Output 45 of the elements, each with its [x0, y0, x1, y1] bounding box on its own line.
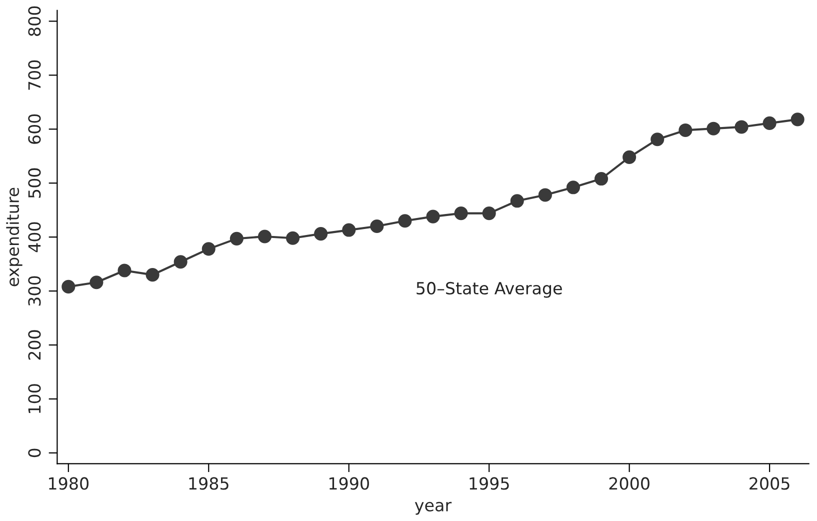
point [678, 123, 692, 137]
x-tick-label: 2000 [609, 477, 650, 490]
point [230, 232, 244, 246]
point [706, 122, 720, 136]
point [790, 112, 804, 126]
y-tick-label: 200 [28, 330, 41, 360]
point [370, 219, 384, 234]
point [734, 120, 748, 134]
y-tick-label: 100 [28, 384, 41, 414]
x-tick-label: 1990 [329, 477, 369, 490]
x-tick-label: 2005 [750, 477, 790, 490]
point [118, 264, 132, 278]
y-tick-label: 600 [28, 114, 41, 144]
point [342, 223, 356, 237]
point [426, 210, 440, 224]
point [650, 132, 664, 146]
x-tick-label: 1980 [49, 477, 89, 490]
point [454, 206, 468, 220]
point [202, 242, 216, 256]
x-tick-label: 1985 [189, 477, 228, 490]
point [566, 180, 580, 194]
point [622, 150, 636, 164]
point [538, 188, 552, 202]
y-tick-label: 500 [28, 168, 41, 198]
y-tick-label: 700 [28, 60, 41, 90]
point [398, 214, 412, 228]
y-axis-title: expenditure [6, 188, 22, 286]
point [594, 172, 608, 186]
text: 50–State Average [416, 282, 562, 298]
point [510, 194, 524, 208]
x-tick-label: 1995 [470, 477, 509, 490]
y-tick-label: 800 [28, 6, 41, 36]
point [174, 255, 188, 269]
point [286, 231, 300, 245]
point [762, 116, 776, 130]
y-tick-label: 0 [28, 448, 41, 458]
point [482, 206, 496, 220]
y-tick-label: 400 [28, 222, 41, 252]
point [258, 230, 272, 244]
point [90, 276, 104, 290]
point [62, 280, 76, 294]
point [146, 268, 160, 282]
x-axis-title: year [414, 502, 452, 515]
point [314, 227, 328, 241]
y-tick-label: 300 [28, 276, 41, 306]
